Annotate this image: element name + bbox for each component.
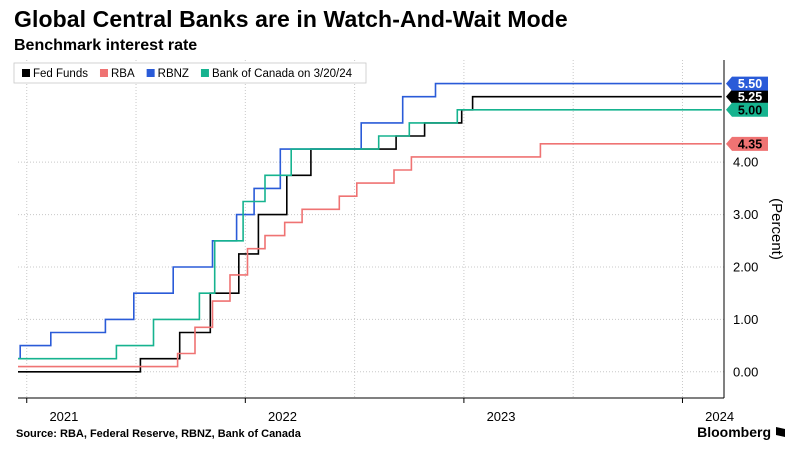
end-value-tag-bg (726, 102, 768, 117)
legend-swatch (22, 69, 30, 77)
legend-entry: RBA (111, 68, 135, 80)
source-note: Source: RBA, Federal Reserve, RBNZ, Bank… (16, 428, 301, 440)
end-value-label: 5.25 (738, 90, 762, 104)
end-value-tag: 5.00 (726, 102, 768, 117)
end-value-label: 4.35 (738, 137, 762, 151)
legend-box (13, 62, 367, 84)
chart-title: Global Central Banks are in Watch-And-Wa… (14, 6, 568, 32)
legend-entry: Bank of Canada on 3/20/24 (212, 68, 353, 80)
series-line (18, 95, 722, 373)
legend-swatch (146, 69, 155, 77)
x-tick-label: 2023 (487, 409, 516, 424)
bloomberg-mark-icon (776, 427, 785, 437)
y-tick-label: 0.00 (733, 364, 758, 379)
y-tick-label: 1.00 (733, 312, 758, 327)
end-value-label: 5.00 (738, 103, 762, 117)
end-value-tag-bg (726, 136, 768, 151)
y-tick-label: 4.00 (733, 155, 758, 170)
series-line (18, 82, 722, 360)
y-axis-label: (Percent) (768, 198, 785, 260)
x-tick-label: 2024 (705, 409, 734, 424)
end-value-tag: 5.25 (726, 89, 768, 104)
brand-name: Bloomberg (697, 424, 771, 440)
series-line (18, 109, 722, 360)
legend-swatch (99, 69, 108, 77)
chart-subtitle: Benchmark interest rate (14, 37, 198, 54)
y-tick-label: 2.00 (733, 259, 758, 274)
end-value-tag-bg (726, 89, 768, 104)
end-value-tag: 4.35 (726, 136, 768, 151)
legend-entry: RBNZ (158, 68, 189, 80)
legend: Fed Funds RBA RBNZ Bank of Canada on 3/20/2… (13, 62, 367, 84)
end-value-tag: 5.50 (726, 76, 768, 91)
legend-swatch (200, 69, 209, 77)
end-value-label: 5.50 (738, 77, 762, 91)
x-tick-label: 2022 (268, 409, 297, 424)
x-tick-label: 2021 (49, 409, 78, 424)
series-line (18, 143, 722, 368)
end-value-tag-bg (726, 76, 768, 91)
y-tick-label: 3.00 (733, 207, 758, 222)
legend-entry: Fed Funds (33, 68, 88, 80)
bloomberg-logo: Bloomberg (697, 424, 785, 440)
